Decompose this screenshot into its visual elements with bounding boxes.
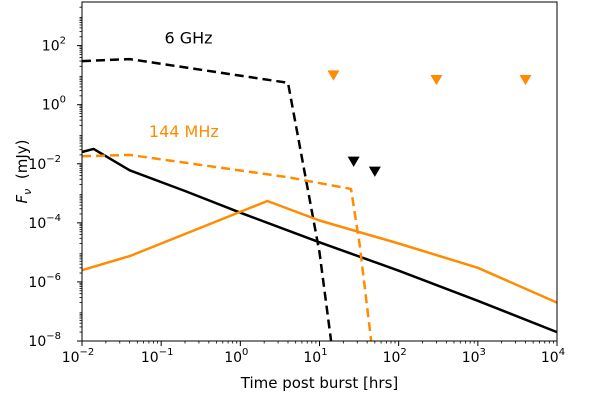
tick-label: 100: [42, 95, 66, 114]
y-axis: 10−8 10−6 10−4 10−2 100 102: [28, 6, 82, 350]
tick-label: 101: [303, 347, 327, 366]
tick-label: 102: [383, 347, 407, 366]
y-axis-label: Fν (mJy): [13, 140, 34, 204]
x-axis: 10−2 10−1 100 101 102 103 104: [62, 341, 565, 366]
upper-limits-layer: [327, 70, 532, 177]
upper-limit-marker: [519, 74, 532, 86]
tick-label: 10−8: [28, 331, 61, 350]
tick-label: 104: [541, 347, 565, 366]
upper-limit-marker: [327, 70, 340, 81]
series-annotation: 6 GHz: [164, 28, 212, 47]
series-line-3: [81, 199, 558, 304]
tick-label: 10−6: [28, 272, 61, 291]
series-line-0: [81, 57, 333, 342]
series-layer: [81, 57, 558, 342]
tick-label: 10−2: [62, 347, 95, 366]
tick-label: 103: [462, 347, 486, 366]
plot-frame: [81, 1, 558, 342]
tick-label: 100: [224, 347, 248, 366]
upper-limit-marker: [430, 74, 443, 86]
upper-limit-marker: [368, 166, 381, 177]
annotations: 6 GHz 144 MHz: [149, 28, 219, 141]
tick-label: 10−1: [141, 347, 174, 366]
x-axis-label: Time post burst [hrs]: [240, 374, 399, 392]
tick-label: 102: [42, 36, 66, 55]
tick-label: 10−2: [28, 154, 61, 173]
upper-limit-marker: [347, 156, 360, 167]
series-line-1: [81, 147, 558, 334]
tick-label: 10−4: [28, 213, 61, 232]
series-annotation: 144 MHz: [149, 122, 219, 141]
series-line-2: [81, 153, 373, 342]
